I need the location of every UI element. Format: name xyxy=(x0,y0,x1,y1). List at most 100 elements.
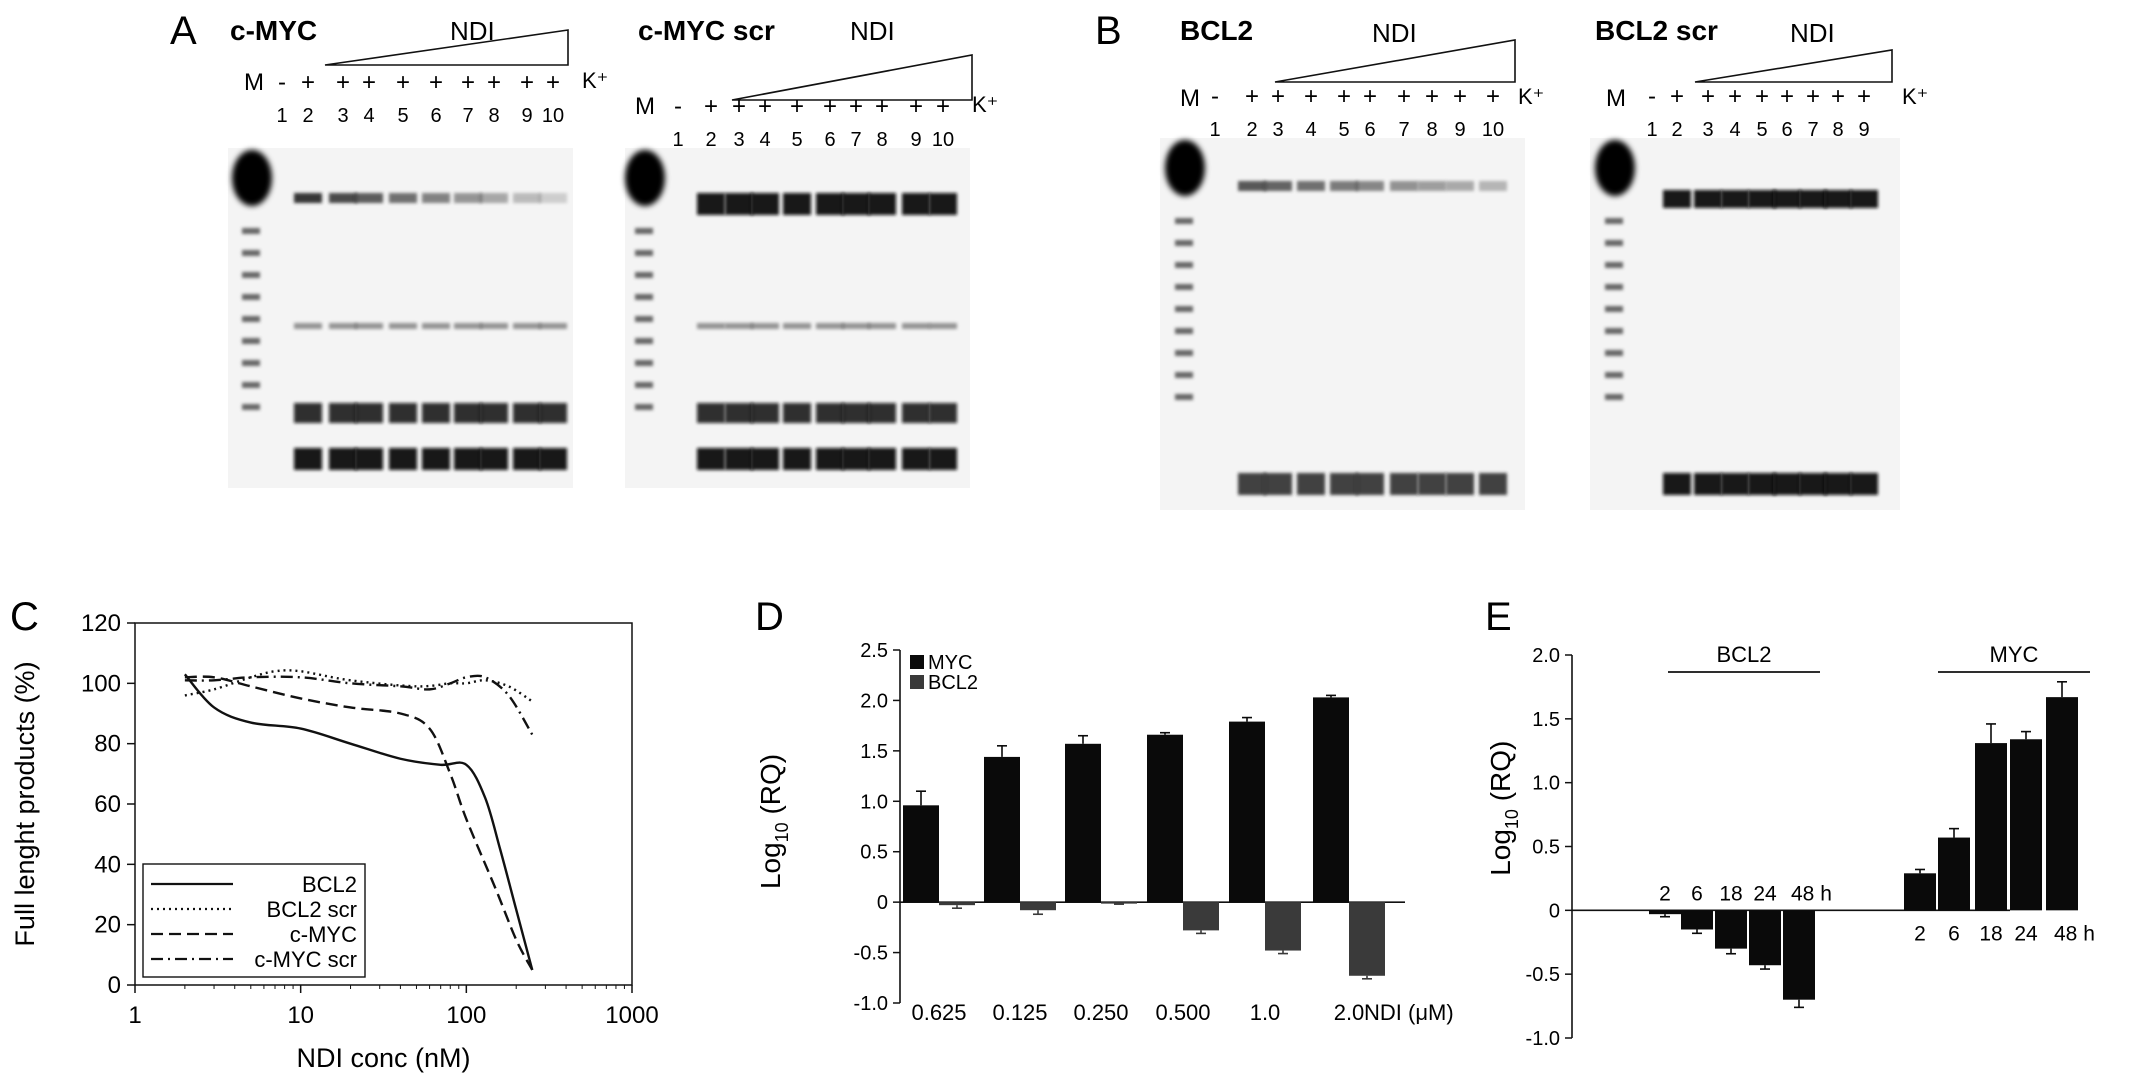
y-tick-label: 120 xyxy=(81,610,121,637)
y-tick-label: 0 xyxy=(877,892,888,914)
plus-sign: + xyxy=(732,93,746,120)
bar-bcl2 xyxy=(1749,910,1781,966)
bar-myc xyxy=(1229,721,1265,903)
bar-category-label: 2 xyxy=(1659,882,1671,905)
lane-band xyxy=(1418,473,1446,495)
x-tick-label: 0.250 xyxy=(1073,1000,1128,1025)
lane-band xyxy=(422,193,450,203)
plus-sign: + xyxy=(758,93,772,120)
bar-bcl2 xyxy=(1715,910,1747,949)
plus-sign: + xyxy=(1486,83,1500,110)
lane-number: 8 xyxy=(1426,119,1437,141)
bar-bcl2 xyxy=(1101,902,1137,904)
lane-number: 7 xyxy=(1398,119,1409,141)
lane-band xyxy=(389,403,417,423)
lane-band xyxy=(902,323,930,329)
lane-band xyxy=(751,193,779,215)
ndi-label: NDI xyxy=(850,16,895,46)
lane-band xyxy=(842,193,870,215)
marker-ladder-band xyxy=(635,294,653,300)
lane-band xyxy=(725,448,753,470)
panel-c-letter: C xyxy=(10,595,39,639)
lane-band xyxy=(294,403,322,423)
lane-number: 3 xyxy=(1702,119,1713,141)
y-tick-label: 2.0 xyxy=(1532,645,1560,667)
lane-band xyxy=(355,403,383,423)
lane-band xyxy=(842,323,870,329)
lane-band xyxy=(539,193,567,203)
lane-band xyxy=(294,323,322,329)
y-tick-label: 60 xyxy=(94,791,121,818)
x-tick-label: 1000 xyxy=(605,1002,658,1029)
legend-label: BCL2 scr xyxy=(267,897,357,922)
lane-band xyxy=(1479,181,1507,191)
lane-number: 5 xyxy=(1338,119,1349,141)
lane-band xyxy=(868,323,896,329)
lane-band xyxy=(816,323,844,329)
lane-number: 2 xyxy=(302,105,313,127)
lane-band xyxy=(725,323,753,329)
x-tick-label: 0.500 xyxy=(1155,1000,1210,1025)
lane-number-row: 1 2 3 4 5 6 7 8 9 10 xyxy=(276,105,564,127)
lane-band xyxy=(751,448,779,470)
lane-number: 5 xyxy=(791,129,802,151)
bar-bcl2 xyxy=(939,902,975,906)
marker-ladder-band xyxy=(1175,306,1193,312)
lane-band xyxy=(454,193,482,203)
plus-sign: + xyxy=(520,69,534,96)
lane-band xyxy=(539,323,567,329)
gel-bcl2: BCL2 NDI M - + + + + + + + + + K⁺ 1 2 3 4 5 6 7 8 9 10 xyxy=(1160,15,1544,510)
marker-ladder-band xyxy=(1175,372,1193,378)
plus-sign: + xyxy=(909,93,923,120)
plus-sign: + xyxy=(1701,83,1715,110)
marker-lane-label: M xyxy=(635,93,655,120)
lane-number: 6 xyxy=(824,129,835,151)
bar-category-label: 24 xyxy=(1753,882,1777,905)
plus-sign: + xyxy=(849,93,863,120)
lane-band xyxy=(842,403,870,423)
lane-band xyxy=(868,193,896,215)
marker-ladder-band xyxy=(1175,240,1193,246)
panel-e-letter: E xyxy=(1485,595,1512,639)
minus-sign: - xyxy=(674,93,682,120)
gel-c-myc: c-MYC NDI M - + + + + + + + + + K⁺ 1 2 3 4 5 6 7 8 9 10 xyxy=(228,15,608,488)
bar-category-label: 6 xyxy=(1691,882,1703,905)
plus-sign: + xyxy=(336,69,350,96)
lane-band xyxy=(1238,473,1266,495)
marker-ladder-band xyxy=(242,272,260,278)
lane-band xyxy=(1238,181,1266,191)
lane-band xyxy=(1850,190,1878,208)
x-tick-label: 0.125 xyxy=(992,1000,1047,1025)
y-tick-label: 0.5 xyxy=(1532,837,1560,859)
lane-band xyxy=(929,193,957,215)
lane-band xyxy=(454,403,482,423)
bar-bcl2 xyxy=(1649,910,1681,915)
lane-band xyxy=(1694,190,1722,208)
plus-sign: + xyxy=(1857,83,1871,110)
series-line xyxy=(183,673,534,971)
y-tick-label: 20 xyxy=(94,912,121,939)
marker-ladder-band xyxy=(242,360,260,366)
lane-band xyxy=(1850,473,1878,495)
marker-ladder-band xyxy=(1605,262,1623,268)
y-tick-label: 1.5 xyxy=(1532,709,1560,731)
marker-ladder-band xyxy=(1175,218,1193,224)
lane-band xyxy=(1356,473,1384,495)
lane-number: 10 xyxy=(1482,119,1504,141)
plus-sign: + xyxy=(546,69,560,96)
plus-sign: + xyxy=(1397,83,1411,110)
marker-ladder-band xyxy=(242,382,260,388)
bar-category-label: 18 xyxy=(1979,922,2002,945)
gel-background xyxy=(1160,138,1525,510)
x-tick-label: 100 xyxy=(446,1002,486,1029)
marker-band xyxy=(1165,140,1205,196)
plus-sign: + xyxy=(1337,83,1351,110)
minus-sign: - xyxy=(1211,83,1219,110)
lane-band xyxy=(1824,190,1852,208)
plus-sign: + xyxy=(1670,83,1684,110)
lane-band xyxy=(816,448,844,470)
x-unit-label: NDI (μM) xyxy=(1364,1000,1454,1025)
lane-band xyxy=(842,448,870,470)
